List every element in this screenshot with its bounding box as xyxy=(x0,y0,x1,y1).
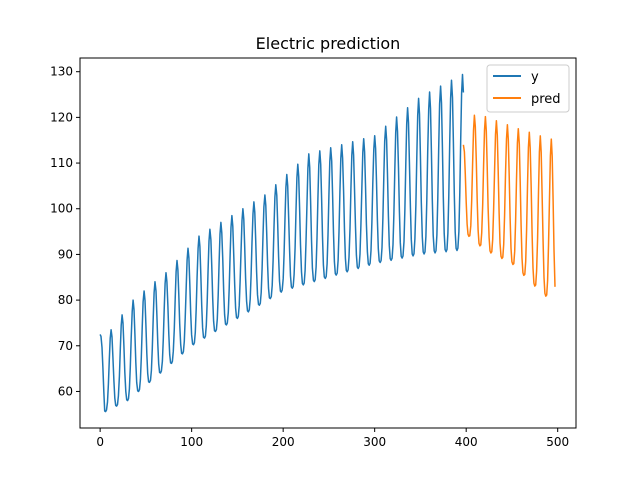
y-axis: 60 70 80 90 100 110 120 130 xyxy=(50,65,80,398)
x-tick-label: 0 xyxy=(96,435,104,449)
y-tick-label: 60 xyxy=(58,384,73,398)
series-line-y xyxy=(99,73,465,413)
series-layer xyxy=(99,73,556,413)
y-tick-label: 80 xyxy=(58,293,73,307)
y-tick-label: 100 xyxy=(50,202,73,216)
x-tick-label: 400 xyxy=(455,435,478,449)
legend-label-pred: pred xyxy=(531,92,561,107)
x-tick-label: 300 xyxy=(363,435,386,449)
y-tick-label: 110 xyxy=(50,156,73,170)
legend-label-y: y xyxy=(531,70,539,85)
y-tick-label: 130 xyxy=(50,65,73,79)
series-line-pred xyxy=(462,114,556,297)
x-tick-label: 200 xyxy=(272,435,295,449)
y-tick-label: 70 xyxy=(58,339,73,353)
chart-title: Electric prediction xyxy=(256,34,401,53)
y-tick-label: 120 xyxy=(50,110,73,124)
legend: y pred xyxy=(486,64,570,113)
x-tick-label: 100 xyxy=(180,435,203,449)
x-axis: 0 100 200 300 400 500 xyxy=(96,428,569,449)
x-tick-label: 500 xyxy=(546,435,569,449)
plot-area-frame xyxy=(79,57,577,429)
y-tick-label: 90 xyxy=(58,247,73,261)
